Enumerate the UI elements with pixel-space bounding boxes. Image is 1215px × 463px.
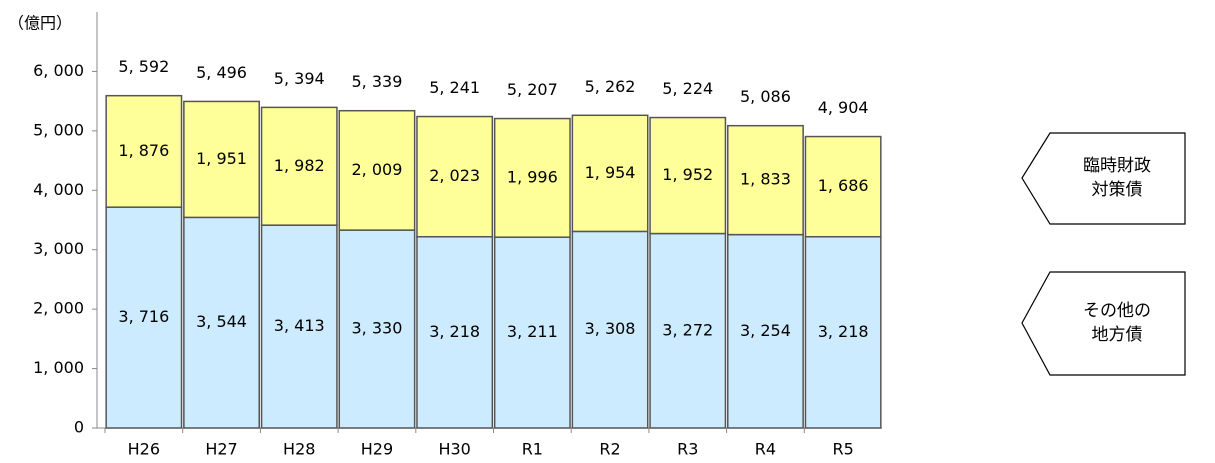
x-tick-label: R5	[833, 440, 854, 459]
bar-segment	[804, 236, 882, 429]
callout-shape	[1021, 132, 1186, 225]
bar-segment	[571, 230, 649, 429]
data-label: 2, 023	[429, 166, 480, 185]
data-label: 3, 308	[585, 319, 636, 338]
y-tick-label: 5, 000	[33, 120, 84, 139]
total-label: 5, 224	[662, 79, 713, 98]
bar-segment	[416, 236, 494, 429]
y-tick-label: 6, 000	[33, 61, 84, 80]
legend-label: 臨時財政対策債	[1083, 156, 1151, 200]
x-tick-label: H27	[205, 440, 237, 459]
x-tick-label: H30	[438, 440, 470, 459]
bar-segment	[493, 236, 571, 429]
y-tick-label: 2, 000	[33, 299, 84, 318]
data-label: 1, 951	[196, 149, 247, 168]
total-label: 5, 339	[352, 72, 403, 91]
x-tick-label: H29	[361, 440, 393, 459]
unit-label: （億円）	[8, 14, 72, 33]
total-label: 5, 262	[585, 77, 636, 96]
legend-label: その他の地方債	[1083, 301, 1151, 345]
bar-segment	[260, 106, 338, 226]
data-label: 1, 833	[740, 170, 791, 189]
y-tick-label: 4, 000	[33, 180, 84, 199]
bar-segment	[105, 94, 183, 208]
bar-segment	[416, 115, 494, 238]
data-label: 3, 272	[662, 320, 713, 339]
data-label: 1, 952	[662, 165, 713, 184]
bar-segment	[804, 135, 882, 238]
x-tick-label: R4	[755, 440, 776, 459]
data-label: 3, 218	[429, 322, 480, 341]
bar-segment	[260, 224, 338, 429]
x-tick-label: H28	[283, 440, 315, 459]
y-tick-label: 3, 000	[33, 239, 84, 258]
data-label: 1, 876	[118, 141, 169, 160]
bar-segment	[571, 114, 649, 233]
total-label: 5, 086	[740, 87, 791, 106]
data-label: 3, 254	[740, 321, 791, 340]
bar-segment	[183, 100, 260, 219]
data-label: 1, 982	[274, 156, 325, 175]
bar-segment	[493, 117, 571, 238]
data-label: 1, 686	[818, 176, 869, 195]
data-label: 1, 954	[585, 163, 636, 182]
total-label: 5, 241	[429, 78, 480, 97]
x-tick-label: R3	[677, 440, 698, 459]
data-label: 3, 716	[118, 307, 169, 326]
data-label: 1, 996	[507, 167, 558, 186]
bar-segment	[649, 232, 727, 429]
data-label: 3, 544	[196, 312, 247, 331]
x-tick-label: R1	[522, 440, 543, 459]
total-label: 5, 394	[274, 69, 325, 88]
total-label: 4, 904	[818, 98, 869, 117]
data-label: 3, 413	[274, 316, 325, 335]
bar-segment	[727, 233, 804, 429]
bar-segment	[338, 109, 416, 231]
x-tick-label: R2	[599, 440, 620, 459]
data-label: 3, 330	[352, 319, 403, 338]
data-label: 2, 009	[352, 160, 403, 179]
data-label: 3, 211	[507, 322, 558, 341]
bar-segment	[727, 124, 804, 236]
total-label: 5, 207	[507, 80, 558, 99]
total-label: 5, 592	[118, 57, 169, 76]
bar-segment	[338, 229, 416, 429]
bar-segment	[105, 206, 183, 429]
data-label: 3, 218	[818, 322, 869, 341]
callout-shape	[1021, 271, 1186, 376]
x-tick-label: H26	[128, 440, 160, 459]
y-tick-label: 0	[74, 418, 84, 437]
y-tick-label: 1, 000	[33, 358, 84, 377]
total-label: 5, 496	[196, 63, 247, 82]
bar-segment	[649, 116, 727, 235]
